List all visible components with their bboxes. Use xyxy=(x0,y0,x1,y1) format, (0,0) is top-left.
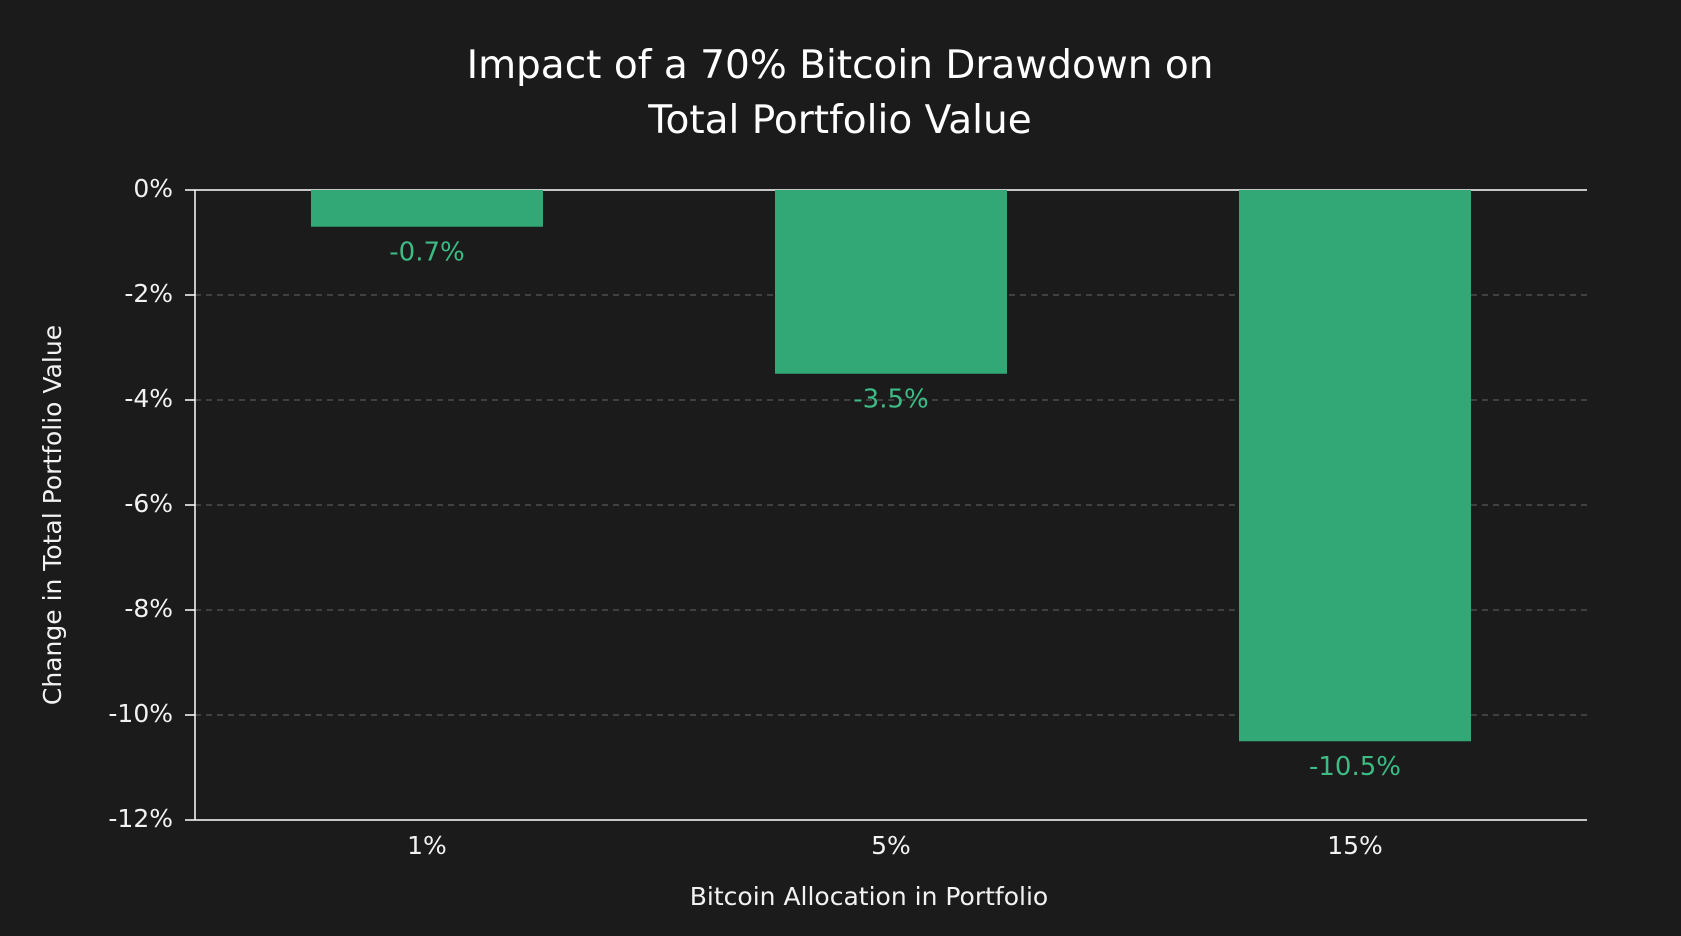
x-tick-label: 5% xyxy=(871,831,911,860)
y-tick-label: -12% xyxy=(108,804,173,833)
bar xyxy=(311,190,543,227)
y-tick-label: -8% xyxy=(124,594,173,623)
y-tick-label: -6% xyxy=(124,489,173,518)
value-label: -3.5% xyxy=(853,384,928,414)
bar xyxy=(1239,190,1471,742)
value-label: -0.7% xyxy=(389,237,464,267)
chart-title: Impact of a 70% Bitcoin Drawdown on Tota… xyxy=(466,43,1214,143)
y-tick-label: 0% xyxy=(133,174,173,203)
x-axis-label: Bitcoin Allocation in Portfolio xyxy=(690,882,1048,911)
y-tick-label: -10% xyxy=(108,699,173,728)
y-tick-label: -4% xyxy=(124,384,173,413)
x-tick-label: 1% xyxy=(407,831,447,860)
y-axis-label: Change in Total Portfolio Value xyxy=(38,325,67,705)
y-tick-label: -2% xyxy=(124,279,173,308)
x-tick-label: 15% xyxy=(1327,831,1383,860)
bar xyxy=(775,190,1007,374)
value-label: -10.5% xyxy=(1309,752,1401,782)
